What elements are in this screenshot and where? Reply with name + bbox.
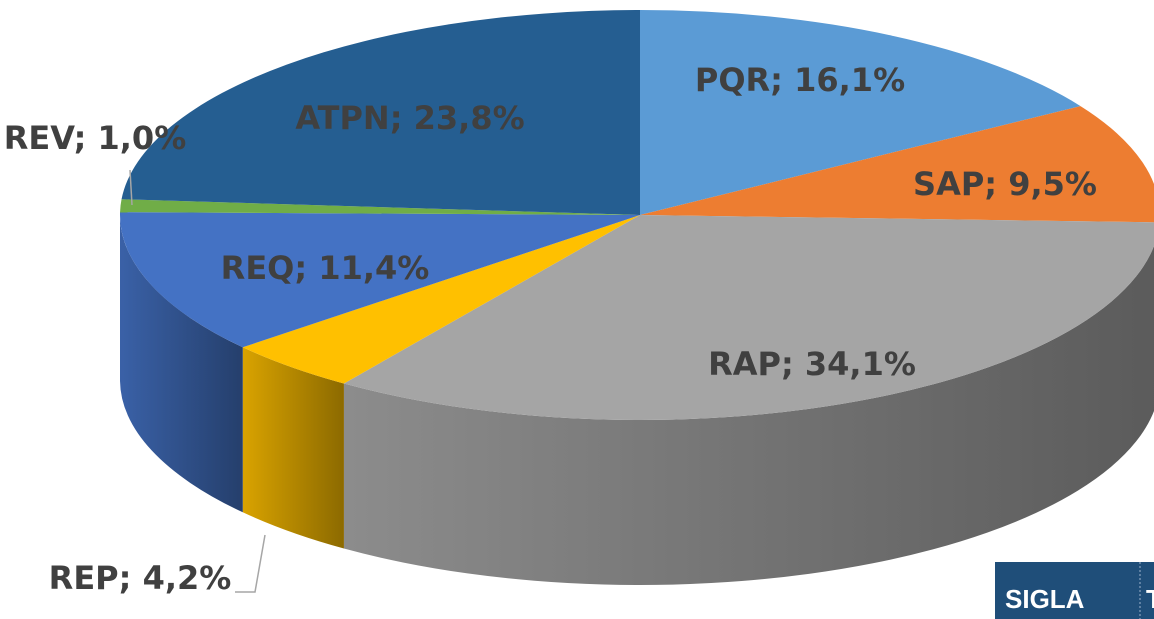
slice xyxy=(640,10,1081,215)
slice xyxy=(640,106,1154,223)
slice-side xyxy=(120,215,243,513)
slice xyxy=(343,215,1154,420)
data-label: PQR; 16,1% xyxy=(695,61,905,99)
slice xyxy=(120,199,640,215)
data-label: RAP; 34,1% xyxy=(708,345,916,383)
data-label: REQ; 11,4% xyxy=(221,249,430,287)
data-label: SAP; 9,5% xyxy=(913,165,1097,203)
data-label: REP; 4,2% xyxy=(49,559,232,597)
data-label: ATPN; 23,8% xyxy=(295,99,524,137)
pie: PQR; 16,1% SAP; 9,5% RAP; 34,1% REP; 4,2% RE… xyxy=(4,9,1154,597)
table-header-bg xyxy=(995,562,1154,619)
leader-line xyxy=(129,169,133,206)
slice xyxy=(242,215,641,384)
slice xyxy=(120,212,641,348)
leader-line xyxy=(235,534,266,593)
table-header: SIGLA xyxy=(1005,584,1085,614)
table-header: T xyxy=(1146,584,1154,614)
slice-side xyxy=(242,347,344,549)
slice-side xyxy=(343,245,1154,585)
slice xyxy=(121,9,640,216)
data-label: REV; 1,0% xyxy=(4,119,187,157)
